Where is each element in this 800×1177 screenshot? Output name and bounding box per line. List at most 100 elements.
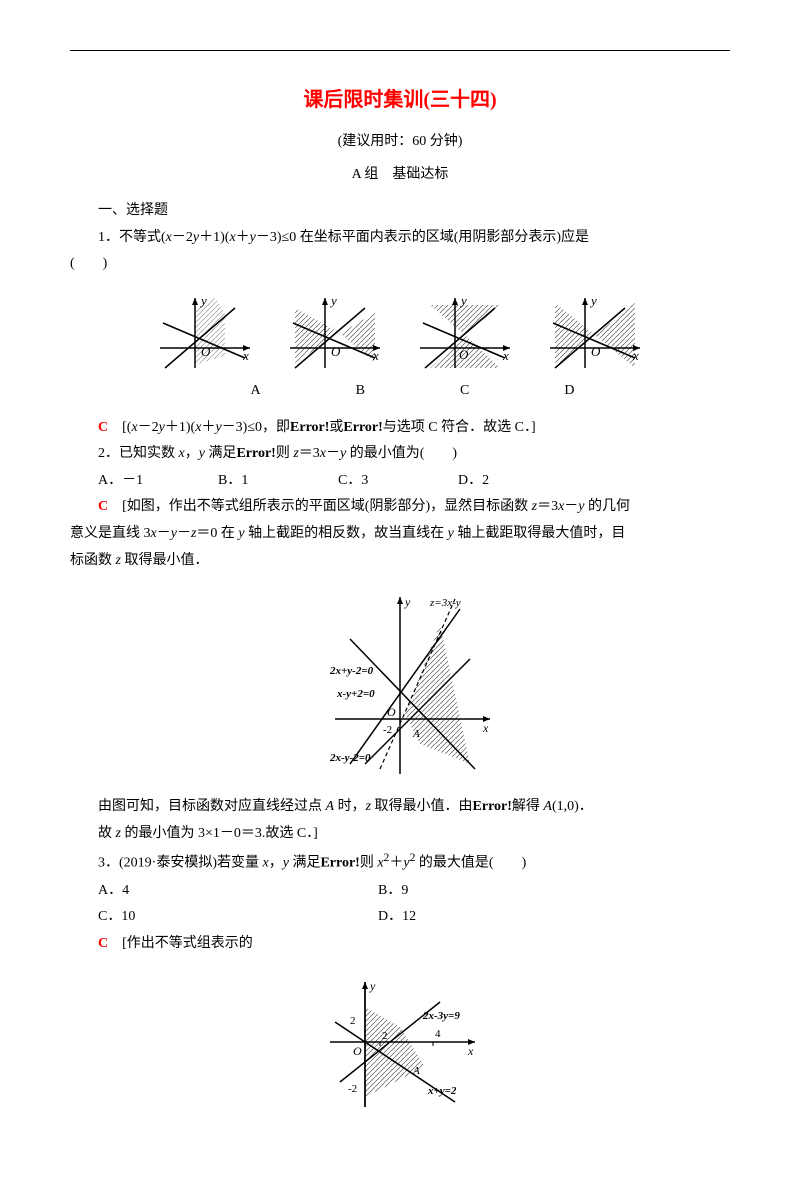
svg-text:2x+y-2=0: 2x+y-2=0 bbox=[329, 665, 374, 677]
t: 3．(2019·泰安模拟)若变量 bbox=[98, 856, 263, 871]
t: ＋1)( bbox=[199, 230, 229, 245]
error-text: Error! bbox=[343, 420, 382, 435]
t: －3)≤0 在坐标平面内表示的区域(用阴影部分表示)应是 bbox=[256, 230, 589, 245]
svg-text:-2: -2 bbox=[383, 724, 392, 736]
top-rule bbox=[70, 50, 730, 51]
t: 意义是直线 3 bbox=[70, 526, 151, 541]
error-text: Error! bbox=[236, 446, 275, 461]
svg-text:2x-y-2=0: 2x-y-2=0 bbox=[329, 752, 371, 764]
t: 故 bbox=[98, 826, 116, 841]
svg-text:-2: -2 bbox=[348, 1083, 357, 1095]
q3-diagram: y x O 2 2 -2 4 A 2x-3y=9 x+y=2 bbox=[70, 972, 730, 1112]
q2-answer-p2: 意义是直线 3x－y－z＝0 在 y 轴上截距的相反数，故当直线在 y 轴上截距… bbox=[70, 521, 730, 548]
q2-options: A．－1 B．1 C．3 D．2 bbox=[70, 468, 730, 495]
q1-paren: ( ) bbox=[70, 251, 730, 278]
t: ＋ bbox=[236, 230, 250, 245]
q2-conclusion-2: 故 z 的最小值为 3×1－0＝3.故选 C．] bbox=[70, 821, 730, 848]
svg-text:O: O bbox=[591, 344, 601, 359]
t: 的最小值为( ) bbox=[346, 446, 457, 461]
label-b: B bbox=[356, 378, 365, 405]
t: 由图可知，目标函数对应直线经过点 bbox=[98, 799, 326, 814]
q3-answer: C [作出不等式组表示的 bbox=[70, 931, 730, 958]
svg-text:2: 2 bbox=[382, 1030, 388, 1042]
q1-diagrams: O x y O x y O x y O x bbox=[70, 293, 730, 373]
t: 的最小值为 3×1－0＝3.故选 C．] bbox=[121, 826, 318, 841]
q1-diagram-b: O x y bbox=[285, 293, 385, 373]
t: 的最大值是( ) bbox=[415, 856, 526, 871]
svg-text:x: x bbox=[467, 1044, 474, 1058]
time-note: (建议用时：60 分钟) bbox=[70, 129, 730, 156]
t: － bbox=[157, 526, 171, 541]
error-text: Error! bbox=[320, 856, 359, 871]
t: 满足 bbox=[289, 856, 321, 871]
svg-text:y: y bbox=[404, 595, 411, 609]
error-text: Error! bbox=[290, 420, 329, 435]
option-c: C．3 bbox=[310, 468, 430, 495]
option-d: D．2 bbox=[430, 468, 550, 495]
t: 解得 bbox=[512, 799, 544, 814]
t: 则 bbox=[276, 446, 294, 461]
t: 取得最小值． bbox=[121, 553, 209, 568]
t: ， bbox=[269, 856, 283, 871]
t: － bbox=[564, 499, 578, 514]
svg-text:2x-3y=9: 2x-3y=9 bbox=[422, 1010, 460, 1022]
svg-text:x: x bbox=[482, 721, 489, 735]
t: 满足 bbox=[205, 446, 237, 461]
q2-answer-p3: 标函数 z 取得最小值． bbox=[70, 548, 730, 575]
svg-text:A: A bbox=[412, 1065, 420, 1077]
q1-prefix: 1．不等式( bbox=[98, 230, 166, 245]
svg-text:y: y bbox=[589, 293, 597, 308]
section-heading: 一、选择题 bbox=[70, 198, 730, 225]
svg-text:x: x bbox=[372, 348, 379, 363]
t: －2 bbox=[138, 420, 159, 435]
t: [( bbox=[108, 420, 131, 435]
answer-letter: C bbox=[98, 936, 108, 951]
t: 则 bbox=[360, 856, 378, 871]
svg-text:x: x bbox=[632, 348, 639, 363]
label-a: A bbox=[251, 378, 261, 405]
t: ＋ bbox=[201, 420, 215, 435]
answer-letter: C bbox=[98, 420, 108, 435]
svg-text:4: 4 bbox=[435, 1028, 441, 1040]
svg-text:O: O bbox=[387, 705, 396, 719]
svg-text:O: O bbox=[331, 344, 341, 359]
option-c: C．10 bbox=[70, 904, 350, 931]
q2-text: 2．已知实数 x，y 满足Error!则 z＝3x－y 的最小值为( ) bbox=[70, 441, 730, 468]
t: －3)≤0，即 bbox=[222, 420, 290, 435]
svg-text:A: A bbox=[412, 728, 420, 740]
q1-diagram-c: O x y bbox=[415, 293, 515, 373]
t: － bbox=[177, 526, 191, 541]
option-b: B．1 bbox=[190, 468, 310, 495]
page-title: 课后限时集训(三十四) bbox=[70, 81, 730, 119]
q1-diagram-d: O x y bbox=[545, 293, 645, 373]
option-b: B．9 bbox=[350, 878, 408, 905]
svg-text:O: O bbox=[459, 347, 469, 362]
svg-text:O: O bbox=[353, 1044, 362, 1058]
q3-options: A．4 B．9 C．10 D．12 bbox=[70, 878, 730, 931]
svg-text:y: y bbox=[329, 293, 337, 308]
var-A: A bbox=[543, 799, 552, 814]
option-a: A．－1 bbox=[70, 468, 190, 495]
t: (1,0)． bbox=[552, 799, 593, 814]
svg-text:x: x bbox=[502, 348, 509, 363]
q1-answer: C [(x－2y＋1)(x＋y－3)≤0，即Error!或Error!与选项 C… bbox=[70, 415, 730, 442]
svg-text:y: y bbox=[459, 293, 467, 308]
svg-text:x: x bbox=[242, 348, 249, 363]
svg-text:y: y bbox=[199, 293, 207, 308]
svg-text:x+y=2: x+y=2 bbox=[427, 1085, 457, 1097]
t: [如图，作出不等式组所表示的平面区域(阴影部分)，显然目标函数 bbox=[108, 499, 532, 514]
q2-answer-p1: C [如图，作出不等式组所表示的平面区域(阴影部分)，显然目标函数 z＝3x－y… bbox=[70, 494, 730, 521]
q2-diagram: y z=3x-y 2x+y-2=0 x-y+2=0 2x-y-2=0 O -2 … bbox=[70, 589, 730, 779]
t: ＋1)( bbox=[165, 420, 195, 435]
svg-text:z=3x-y: z=3x-y bbox=[429, 597, 461, 609]
t: ＝3 bbox=[299, 446, 320, 461]
t: 时， bbox=[334, 799, 366, 814]
q2-conclusion-1: 由图可知，目标函数对应直线经过点 A 时，z 取得最小值．由Error!解得 A… bbox=[70, 794, 730, 821]
t: －2 bbox=[172, 230, 193, 245]
t: 与选项 C 符合．故选 C．] bbox=[383, 420, 536, 435]
label-c: C bbox=[460, 378, 469, 405]
t: [作出不等式组表示的 bbox=[108, 936, 253, 951]
t: ＝3 bbox=[537, 499, 558, 514]
q1-diagram-labels: A B C D bbox=[70, 378, 730, 405]
svg-text:x-y+2=0: x-y+2=0 bbox=[336, 688, 375, 700]
